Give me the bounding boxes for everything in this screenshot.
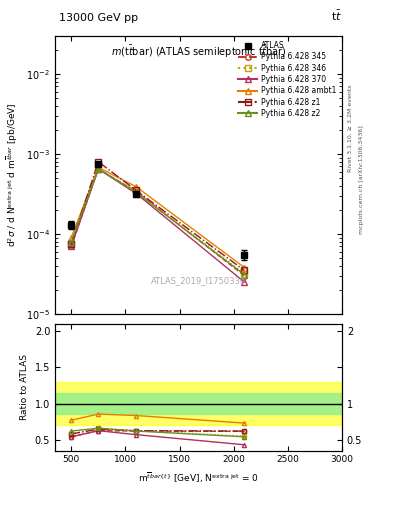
Pythia 6.428 z2 <box>96 166 101 172</box>
Pythia 6.428 345 <box>96 166 101 172</box>
Text: Rivet 3.1.10, ≥ 3.2M events: Rivet 3.1.10, ≥ 3.2M events <box>347 84 352 172</box>
Text: 13000 GeV pp: 13000 GeV pp <box>59 13 138 23</box>
Pythia 6.428 345 <box>69 243 73 249</box>
Pythia 6.428 z2 <box>242 272 247 278</box>
Pythia 6.428 z1 <box>96 159 101 165</box>
Line: Pythia 6.428 346: Pythia 6.428 346 <box>68 166 247 276</box>
Bar <box>55 393 342 414</box>
Legend: ATLAS, Pythia 6.428 345, Pythia 6.428 346, Pythia 6.428 370, Pythia 6.428 ambt1,: ATLAS, Pythia 6.428 345, Pythia 6.428 34… <box>235 38 340 121</box>
Y-axis label: d$^2\sigma$ / d N$^{\rm extra\ jet}$ d m$^{\overline{t}bar}$ [pb/GeV]: d$^2\sigma$ / d N$^{\rm extra\ jet}$ d m… <box>4 103 20 247</box>
Pythia 6.428 z1 <box>134 187 139 194</box>
Line: Pythia 6.428 ambt1: Pythia 6.428 ambt1 <box>68 165 247 270</box>
Pythia 6.428 ambt1 <box>69 234 73 241</box>
Pythia 6.428 z1 <box>242 267 247 273</box>
Pythia 6.428 z2 <box>134 189 139 196</box>
Line: Pythia 6.428 345: Pythia 6.428 345 <box>68 166 247 279</box>
Line: Pythia 6.428 370: Pythia 6.428 370 <box>68 166 247 285</box>
Pythia 6.428 346 <box>69 241 73 247</box>
Text: mcplots.cern.ch [arXiv:1306.3436]: mcplots.cern.ch [arXiv:1306.3436] <box>359 125 364 233</box>
Pythia 6.428 345 <box>134 188 139 195</box>
Line: Pythia 6.428 z1: Pythia 6.428 z1 <box>68 159 247 273</box>
Pythia 6.428 ambt1 <box>242 265 247 271</box>
Pythia 6.428 346 <box>242 270 247 276</box>
Pythia 6.428 ambt1 <box>134 184 139 190</box>
Bar <box>55 382 342 425</box>
Text: ATLAS_2019_I1750330: ATLAS_2019_I1750330 <box>151 276 246 285</box>
Pythia 6.428 ambt1 <box>96 164 101 170</box>
Y-axis label: Ratio to ATLAS: Ratio to ATLAS <box>20 354 29 420</box>
X-axis label: m$^{\overline{t}bar\{t\}}$ [GeV], N$^{\rm extra\ jet}$ = 0: m$^{\overline{t}bar\{t\}}$ [GeV], N$^{\r… <box>138 470 259 485</box>
Pythia 6.428 370 <box>242 279 247 285</box>
Pythia 6.428 370 <box>69 243 73 249</box>
Text: t$\bar{t}$: t$\bar{t}$ <box>331 9 342 23</box>
Text: $m$(t$\bar{t}$bar) (ATLAS semileptonic t$\bar{t}$bar): $m$(t$\bar{t}$bar) (ATLAS semileptonic t… <box>110 44 286 60</box>
Pythia 6.428 z1 <box>69 241 73 247</box>
Pythia 6.428 370 <box>96 166 101 172</box>
Pythia 6.428 z2 <box>69 239 73 245</box>
Pythia 6.428 346 <box>134 188 139 195</box>
Pythia 6.428 370 <box>134 190 139 197</box>
Pythia 6.428 345 <box>242 273 247 279</box>
Pythia 6.428 346 <box>96 166 101 172</box>
Line: Pythia 6.428 z2: Pythia 6.428 z2 <box>68 166 247 278</box>
